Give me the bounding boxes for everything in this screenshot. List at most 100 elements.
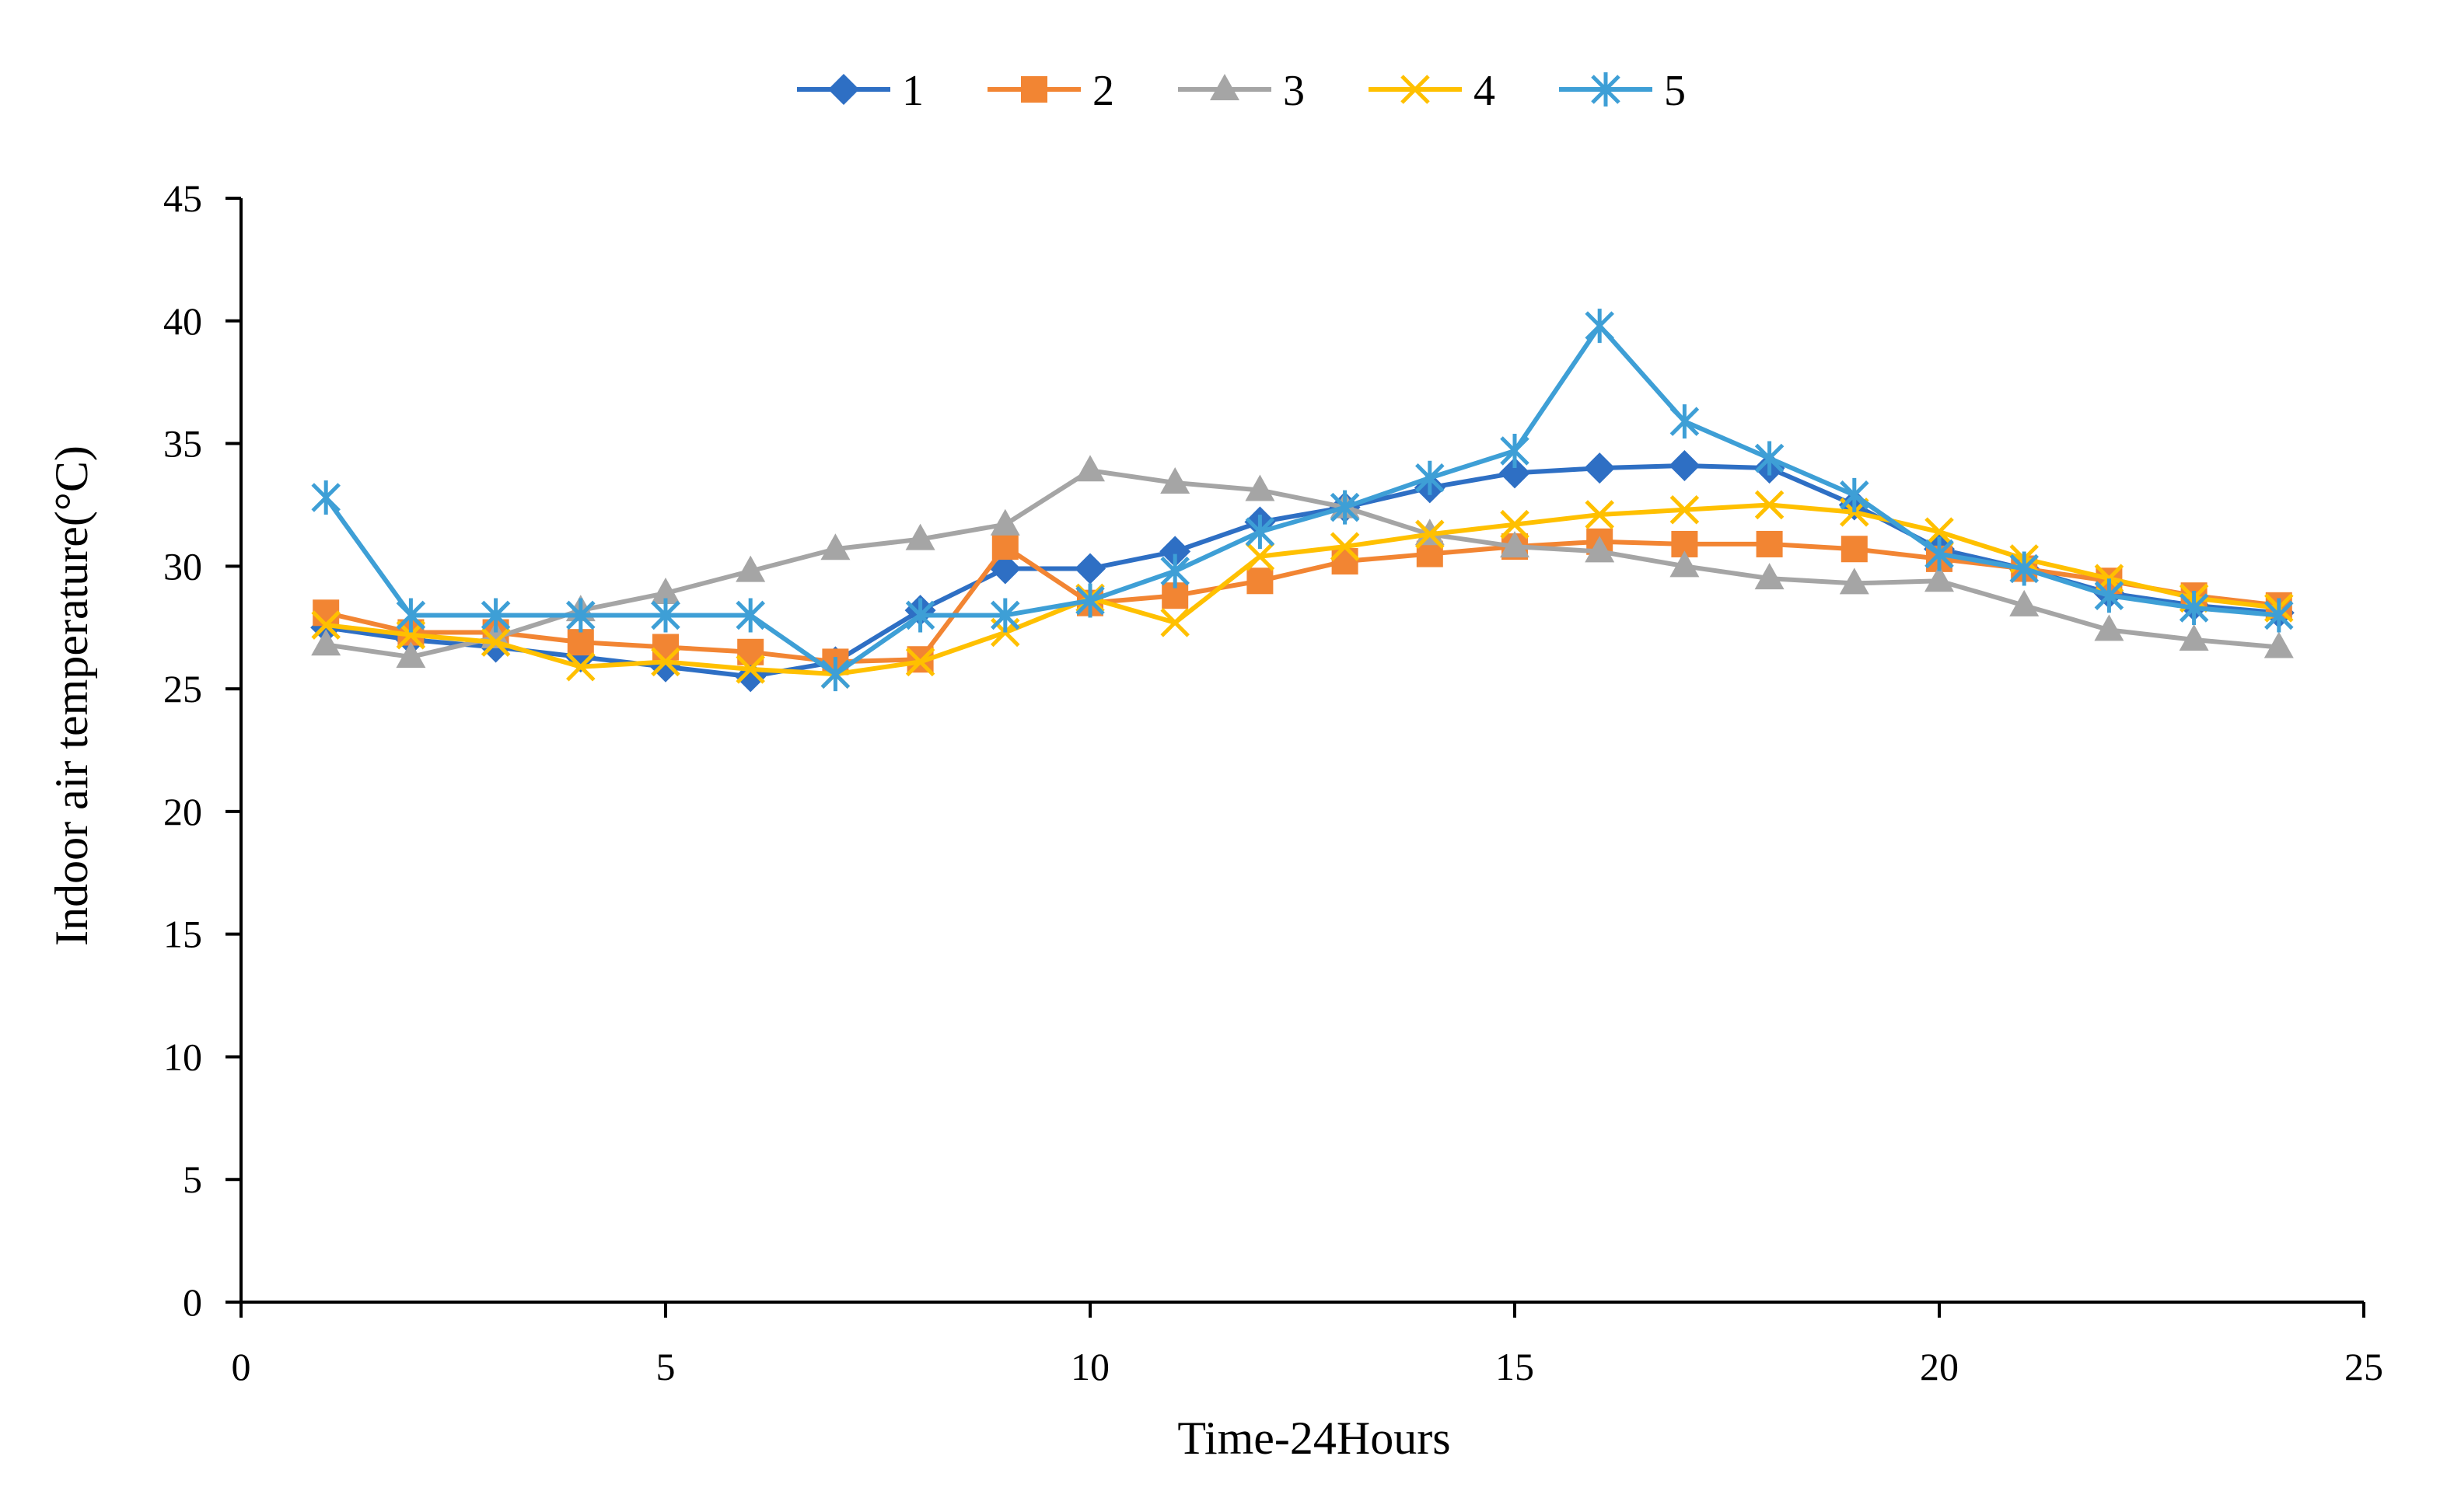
data-point	[905, 647, 935, 677]
legend-marker	[1400, 75, 1430, 104]
data-point	[1584, 452, 1616, 484]
data-point	[313, 599, 340, 627]
data-point	[1245, 474, 1275, 501]
legend-marker	[1210, 74, 1239, 100]
y-tick-label: 15	[163, 913, 202, 956]
data-point	[396, 598, 426, 633]
data-point	[1159, 536, 1191, 567]
data-point	[1924, 565, 1954, 592]
series-5	[311, 309, 2294, 692]
data-point	[1754, 490, 1785, 520]
data-point	[651, 578, 680, 605]
legend-marker	[1021, 76, 1047, 103]
legend-item-5: 5	[1559, 67, 1686, 115]
data-point	[736, 655, 765, 684]
data-point	[1160, 467, 1190, 494]
data-point	[736, 555, 766, 582]
legend: 1 2 3 4 5	[797, 67, 1686, 115]
data-point	[566, 598, 596, 633]
x-tick-label: 0	[232, 1345, 251, 1388]
y-tick-label: 45	[163, 176, 202, 220]
data-point	[1500, 509, 1529, 540]
y-tick-label: 20	[163, 790, 202, 833]
data-point	[651, 598, 680, 633]
x-tick-label: 25	[2344, 1345, 2383, 1388]
series-line-2	[325, 539, 2280, 665]
data-point	[1500, 531, 1529, 558]
y-tick-label: 25	[163, 667, 202, 711]
data-point	[1841, 536, 1868, 563]
data-point	[2094, 578, 2124, 613]
data-point	[1499, 457, 1530, 489]
x-tick-label: 15	[1495, 1345, 1534, 1388]
data-point	[2009, 551, 2039, 586]
data-point	[2094, 614, 2124, 641]
legend-label: 1	[902, 67, 924, 115]
data-point	[2179, 590, 2209, 625]
data-point	[1840, 477, 1869, 512]
data-point	[481, 598, 511, 633]
data-point	[905, 523, 935, 550]
data-point	[396, 641, 426, 669]
series-line-1	[325, 463, 2280, 679]
data-point	[1669, 449, 1701, 481]
y-tick-label: 5	[183, 1158, 202, 1201]
data-point	[311, 629, 341, 656]
data-point	[1075, 583, 1105, 618]
data-point	[1924, 517, 1954, 546]
data-point	[735, 661, 767, 693]
data-point	[820, 657, 851, 692]
y-ticks: 0 5 10 15 20 25 30 35 40 45	[163, 176, 241, 1324]
data-point	[1754, 563, 1785, 590]
data-point	[2009, 589, 2040, 616]
series-3	[311, 455, 2294, 669]
data-point	[1245, 515, 1275, 550]
data-point	[566, 651, 596, 682]
series-line-5	[323, 323, 2280, 677]
legend-item-2: 2	[988, 67, 1114, 115]
data-point	[1756, 530, 1783, 557]
legend-label: 5	[1664, 67, 1686, 115]
legend-label: 3	[1283, 67, 1305, 115]
y-tick-label: 10	[163, 1035, 202, 1078]
data-point	[1500, 434, 1529, 469]
data-point	[1585, 500, 1614, 529]
data-point	[311, 480, 341, 515]
plot-series	[310, 309, 2295, 693]
data-point	[481, 627, 511, 657]
data-point	[1754, 441, 1785, 476]
data-point	[1585, 536, 1615, 563]
data-point	[1075, 455, 1105, 482]
series-line-4	[325, 502, 2280, 677]
data-point	[989, 553, 1021, 585]
data-point	[1415, 460, 1445, 495]
data-point	[651, 647, 680, 677]
data-point	[820, 533, 851, 560]
data-point	[1585, 309, 1614, 344]
legend-item-1: 1	[797, 67, 924, 115]
data-point	[1245, 541, 1275, 571]
data-point	[905, 598, 935, 633]
data-point	[1330, 490, 1360, 525]
data-point	[736, 598, 765, 633]
legend-label: 4	[1473, 67, 1495, 115]
legend-item-4: 4	[1369, 67, 1495, 115]
data-point	[1160, 553, 1190, 588]
data-point	[1839, 567, 1869, 595]
data-point	[1669, 404, 1700, 439]
data-point	[311, 610, 341, 640]
data-point	[1415, 519, 1445, 550]
legend-marker	[1591, 72, 1620, 107]
x-axis-title: Time-24Hours	[1177, 1412, 1450, 1464]
series-line-3	[325, 468, 2280, 660]
legend-marker	[828, 74, 859, 105]
data-point	[991, 533, 1019, 560]
data-point	[1246, 567, 1274, 595]
data-point	[1331, 548, 1358, 575]
data-point	[990, 508, 1020, 536]
y-tick-label: 40	[163, 299, 202, 343]
y-axis-title: Indoor air temperature(°C)	[46, 445, 97, 946]
data-point	[991, 598, 1020, 633]
data-point	[1075, 553, 1106, 585]
